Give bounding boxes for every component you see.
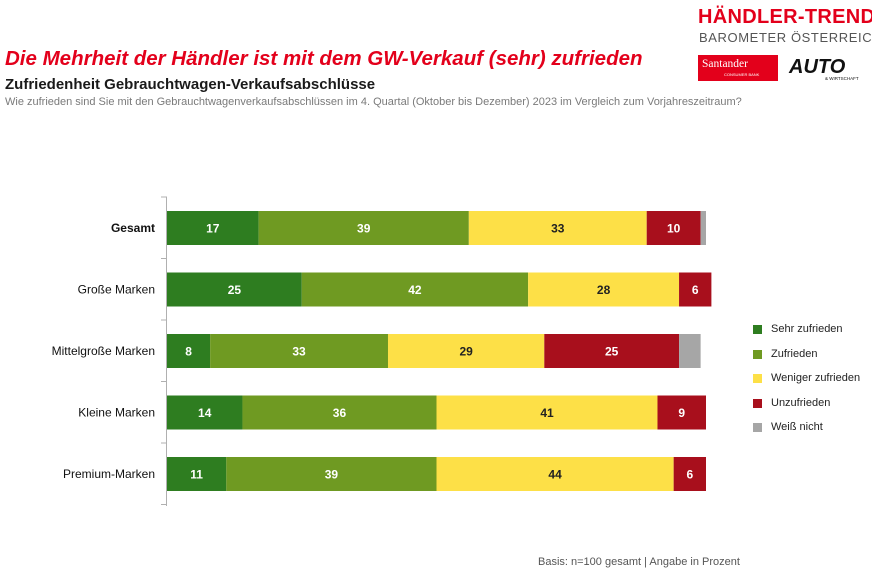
bar-segment	[436, 457, 674, 491]
bar-segment	[673, 457, 706, 491]
legend-label: Sehr zufrieden	[771, 323, 843, 335]
data-label: 33	[292, 345, 306, 359]
bar-segment	[167, 395, 243, 430]
category-label: Mittelgroße Marken	[52, 344, 155, 358]
category-label: Kleine Marken	[78, 406, 155, 420]
legend-item: Zufrieden	[753, 348, 860, 373]
data-label: 25	[228, 283, 242, 297]
data-label: 39	[357, 222, 371, 236]
legend-item: Weiß nicht	[753, 421, 860, 446]
data-label: 39	[325, 468, 339, 482]
logo-line-1: HÄNDLER-TREND	[698, 6, 872, 28]
data-label: 25	[605, 345, 619, 359]
legend-item: Sehr zufrieden	[753, 323, 860, 348]
bar-segment	[210, 334, 388, 368]
data-label: 8	[185, 345, 192, 359]
legend-label: Zufrieden	[771, 347, 818, 360]
chart-subtitle: Zufriedenheit Gebrauchtwagen-Verkaufsabs…	[5, 76, 376, 93]
bar-segment	[679, 272, 712, 307]
auto-wirtschaft-subline: & WIRTSCHAFT	[825, 76, 859, 81]
chart-legend: Sehr zufrieden Zufrieden Weniger zufrieden…	[753, 323, 860, 446]
legend-swatch	[753, 398, 762, 408]
bar-segment	[528, 272, 680, 307]
bar-segment	[700, 211, 706, 245]
bar-segment	[242, 395, 437, 430]
legend-swatch	[753, 349, 762, 359]
data-label: 10	[667, 222, 681, 236]
data-label: 36	[333, 406, 347, 420]
santander-wordmark: Santander	[702, 58, 748, 70]
data-label: 44	[548, 468, 562, 482]
haendler-trend-logo: HÄNDLER-TREND BAROMETER ÖSTERREICH Santa…	[698, 4, 872, 84]
bar-segment	[301, 272, 529, 307]
data-label: 41	[540, 406, 554, 420]
bar-segment	[468, 211, 647, 245]
bar-segment	[167, 211, 259, 245]
data-label: 33	[551, 222, 565, 236]
legend-label: Weniger zufrieden	[771, 372, 861, 384]
legend-label: Weiß nicht	[771, 421, 823, 433]
bar-segment	[167, 272, 302, 307]
data-label: 28	[597, 283, 611, 297]
category-label: Gesamt	[111, 221, 155, 235]
bar-segment	[387, 334, 545, 368]
legend-item: Unzufrieden	[753, 397, 860, 422]
bar-segment	[657, 395, 706, 430]
santander-logo: Santander CONSUMER BANK	[698, 55, 778, 81]
auto-wirtschaft-logo: AUTO	[789, 56, 846, 78]
bar-segment	[226, 457, 437, 491]
bar-segment	[436, 395, 658, 430]
bar-segment	[544, 334, 680, 368]
legend-label: Unzufrieden	[771, 396, 831, 409]
category-label: Premium-Marken	[63, 467, 155, 481]
data-label: 6	[692, 283, 699, 297]
data-label: 29	[459, 345, 473, 359]
headline: Die Mehrheit der Händler ist mit dem GW-…	[5, 47, 643, 70]
data-label: 42	[408, 283, 422, 297]
data-label: 6	[686, 468, 693, 482]
data-label: 14	[198, 406, 212, 420]
legend-swatch	[753, 423, 762, 432]
bar-segment	[679, 334, 701, 368]
data-label: 9	[678, 406, 685, 420]
legend-swatch	[753, 374, 762, 383]
legend-swatch	[753, 325, 762, 334]
logo-line-2: BAROMETER ÖSTERREICH	[699, 30, 872, 45]
basis-note: Basis: n=100 gesamt | Angabe in Prozent	[538, 556, 740, 568]
santander-subline: CONSUMER BANK	[724, 72, 760, 77]
data-label: 17	[206, 222, 220, 236]
bar-segment	[258, 211, 469, 245]
data-label: 11	[190, 468, 203, 482]
bar-segment	[167, 457, 227, 491]
bar-segment	[167, 334, 211, 368]
survey-question: Wie zufrieden sind Sie mit den Gebraucht…	[5, 96, 742, 108]
legend-item: Weniger zufrieden	[753, 372, 860, 397]
bar-segment	[646, 211, 701, 245]
category-label: Große Marken	[78, 283, 155, 297]
